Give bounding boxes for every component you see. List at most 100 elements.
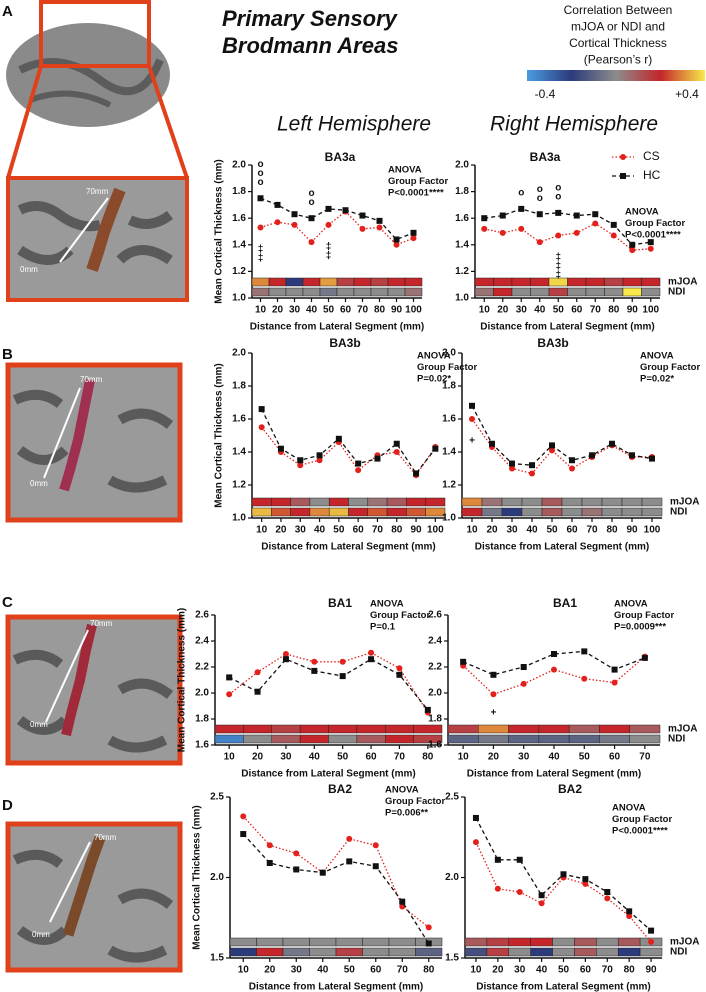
y-tick-label: 2.0 xyxy=(428,688,442,699)
correlation-cell xyxy=(508,947,531,957)
y-tick-label: 1.0 xyxy=(455,293,469,304)
data-point xyxy=(266,860,273,867)
series-line xyxy=(228,651,429,713)
data-point xyxy=(499,212,506,219)
data-point xyxy=(368,656,375,663)
y-tick-label: 1.4 xyxy=(232,239,246,250)
correlation-cell xyxy=(530,277,550,287)
y-tick-label: 1.6 xyxy=(195,740,209,751)
correlation-cell xyxy=(447,724,479,734)
figure-title: Primary Sensory xyxy=(222,6,399,31)
data-point xyxy=(626,913,633,920)
y-tick-label: 1.0 xyxy=(232,293,246,304)
correlation-cell xyxy=(622,287,642,297)
correlation-cell xyxy=(604,277,624,287)
correlation-cell xyxy=(282,937,310,947)
panel-label: A xyxy=(2,3,13,20)
data-point xyxy=(258,424,265,431)
data-point xyxy=(648,927,655,934)
series-line xyxy=(471,418,652,475)
correlation-cell xyxy=(268,277,287,287)
data-point xyxy=(569,465,575,472)
correlation-cell xyxy=(282,947,310,957)
cortex-panel-b xyxy=(5,362,183,523)
correlation-cell xyxy=(271,734,301,744)
cortex xyxy=(8,365,180,520)
legend-marker xyxy=(620,173,626,179)
correlation-cell xyxy=(629,734,661,744)
x-tick-label: 10 xyxy=(255,305,267,316)
correlation-cell xyxy=(599,724,630,734)
correlation-cell xyxy=(530,947,553,957)
panel-label: C xyxy=(2,594,13,611)
correlation-cell xyxy=(388,937,416,947)
anova-annotation: ANOVA xyxy=(388,165,422,176)
cortex-sulcus xyxy=(17,201,173,265)
data-point xyxy=(569,457,575,464)
data-point xyxy=(610,221,617,228)
anova-annotation: P=0.1 xyxy=(370,622,396,633)
data-point xyxy=(529,462,535,469)
strip-label: mJOA xyxy=(668,724,697,735)
colorbar-title: Correlation Between xyxy=(564,3,673,17)
data-point xyxy=(257,224,264,231)
x-tick-label: 20 xyxy=(497,305,509,316)
chart-title: BA1 xyxy=(328,596,352,610)
correlation-cell xyxy=(464,947,488,957)
correlation-cell xyxy=(474,287,494,297)
x-tick-label: 10 xyxy=(256,525,268,536)
y-tick-label: 2.5 xyxy=(210,792,224,803)
x-tick-label: 60 xyxy=(353,525,365,536)
data-point xyxy=(494,885,501,892)
chart-title: BA2 xyxy=(558,782,582,796)
data-point xyxy=(494,856,501,863)
series-line xyxy=(260,210,414,246)
chart-title: BA2 xyxy=(328,782,352,796)
hemisphere-heading: Left Hemisphere xyxy=(277,113,431,136)
anova-annotation: P=0.0009*** xyxy=(614,622,666,633)
correlation-cell xyxy=(362,937,390,947)
anova-annotation: Group Factor xyxy=(417,362,477,373)
correlation-cell xyxy=(585,277,605,287)
anova-annotation: ANOVA xyxy=(640,351,674,362)
y-tick-label: 1.6 xyxy=(442,414,456,425)
scale-label: 0mm xyxy=(20,265,38,274)
x-tick-label: 50 xyxy=(553,305,565,316)
x-tick-label: 100 xyxy=(427,525,444,536)
data-point xyxy=(529,470,535,477)
y-tick-label: 1.8 xyxy=(455,186,469,197)
data-point xyxy=(291,221,298,228)
correlation-cell xyxy=(309,497,330,507)
correlation-cell xyxy=(538,734,570,744)
data-point xyxy=(325,221,332,228)
series-line xyxy=(475,841,652,943)
correlation-cell xyxy=(478,724,509,734)
data-point xyxy=(355,467,362,474)
correlation-cell xyxy=(574,937,597,947)
correlation-cell xyxy=(561,507,583,517)
brain-illustrations xyxy=(5,0,189,973)
x-tick-label: 50 xyxy=(558,965,570,976)
data-point xyxy=(432,445,439,452)
x-tick-label: 40 xyxy=(526,525,538,536)
correlation-cell xyxy=(552,937,575,947)
correlation-cell xyxy=(336,287,355,297)
x-tick-label: 90 xyxy=(391,305,403,316)
significance-mark: o xyxy=(308,188,314,199)
x-tick-label: 90 xyxy=(627,305,639,316)
data-point xyxy=(316,457,323,464)
zoom-frame xyxy=(39,0,151,68)
y-tick-label: 1.2 xyxy=(442,480,456,491)
correlation-cell xyxy=(567,277,587,287)
y-tick-label: 1.6 xyxy=(232,414,246,425)
data-point xyxy=(266,842,273,849)
data-point xyxy=(536,239,543,246)
data-point xyxy=(316,452,323,459)
data-point xyxy=(359,225,366,232)
y-tick-label: 1.2 xyxy=(232,480,246,491)
data-point xyxy=(376,224,383,231)
data-point xyxy=(509,465,515,472)
x-tick-label: 20 xyxy=(272,305,284,316)
series-line xyxy=(228,658,429,711)
colorbar-title: (Pearson’s r) xyxy=(584,53,652,67)
